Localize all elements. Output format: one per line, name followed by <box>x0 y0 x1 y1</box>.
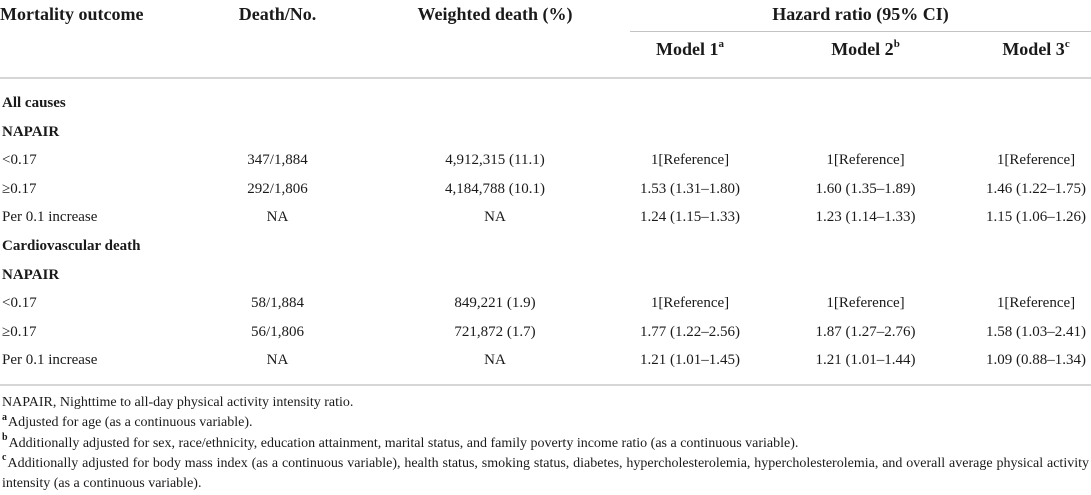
footnote-text: Additionally adjusted for sex, race/ethn… <box>8 435 799 451</box>
table-row: ≥0.17 292/1,806 4,184,788 (10.1) 1.53 (1… <box>0 175 1091 204</box>
cell-death-no: 56/1,806 <box>251 323 304 340</box>
row-label: <0.17 <box>2 152 37 169</box>
table-row: <0.17 58/1,884 849,221 (1.9) 1[Reference… <box>0 289 1091 318</box>
model-1-label: Model 1 <box>656 39 719 59</box>
footnote-marker: b <box>2 431 8 443</box>
col-header-weighted-death: Weighted death (%) <box>417 4 573 24</box>
cell-model-2: 1[Reference] <box>826 152 905 169</box>
table-row-section-all-causes: All causes <box>0 78 1091 118</box>
cell-death-no: NA <box>266 209 289 226</box>
col-header-death-no: Death/No. <box>238 4 317 24</box>
row-label: Per 0.1 increase <box>2 209 98 226</box>
cell-death-no: 292/1,806 <box>247 180 308 197</box>
row-label: ≥0.17 <box>2 323 37 340</box>
row-label: NAPAIR <box>2 266 60 283</box>
cell-weighted-death: 849,221 (1.9) <box>454 295 536 312</box>
cell-death-no: 58/1,884 <box>251 295 304 312</box>
empty-cells <box>195 261 1091 290</box>
table-row-section-napair: NAPAIR <box>0 261 1091 290</box>
table-row: ≥0.17 56/1,806 721,872 (1.7) 1.77 (1.22–… <box>0 318 1091 347</box>
row-label: Per 0.1 increase <box>0 346 195 386</box>
cell-model-1: 1.24 (1.15–1.33) <box>640 209 740 226</box>
header-spacer <box>0 31 630 79</box>
model-2-label: Model 2 <box>831 39 894 59</box>
cell-weighted-death: 4,912,315 (11.1) <box>445 152 545 169</box>
model-1-footnote-marker: a <box>718 38 725 50</box>
footnote-text: Adjusted for age (as a continuous variab… <box>8 415 253 431</box>
footnote-abbreviation: NAPAIR, Nighttime to all-day physical ac… <box>2 393 1089 413</box>
row-label: Cardiovascular death <box>2 237 141 254</box>
cell-model-1: 1.77 (1.22–2.56) <box>640 323 740 340</box>
cell-model-3: 1.09 (0.88–1.34) <box>981 346 1091 386</box>
col-header-mortality-outcome: Mortality outcome <box>0 4 144 24</box>
col-group-header-hazard-ratio: Hazard ratio (95% CI) <box>630 0 1091 32</box>
model-3-footnote-marker: c <box>1064 38 1070 50</box>
model-2-footnote-marker: b <box>893 38 900 50</box>
cell-model-1: 1.53 (1.31–1.80) <box>640 180 740 197</box>
col-header-model-3: Model 3c <box>981 31 1091 79</box>
footnote-marker: c <box>2 452 7 464</box>
table-row: Per 0.1 increase NA NA 1.21 (1.01–1.45) … <box>0 346 1091 386</box>
cell-model-1: 1.21 (1.01–1.45) <box>630 346 750 386</box>
cell-model-3: 1.46 (1.22–1.75) <box>986 180 1087 197</box>
cell-model-3: 1.58 (1.03–2.41) <box>986 323 1087 340</box>
cell-weighted-death: 721,872 (1.7) <box>454 323 536 340</box>
footnote-marker: a <box>2 411 7 423</box>
footnote-a: aAdjusted for age (as a continuous varia… <box>2 411 1089 433</box>
table-body: All causes NAPAIR <0.17 347/1,884 4,912,… <box>0 78 1091 386</box>
cell-model-3: 1[Reference] <box>996 152 1076 169</box>
table-row: <0.17 347/1,884 4,912,315 (11.1) 1[Refer… <box>0 146 1091 175</box>
table-row-section-cardiovascular-death: Cardiovascular death <box>0 232 1091 261</box>
empty-cells <box>195 118 1091 147</box>
cell-model-2: 1.87 (1.27–2.76) <box>815 323 916 340</box>
footnote-c: cAdditionally adjusted for body mass ind… <box>2 452 1089 495</box>
cell-weighted-death: NA <box>484 209 506 226</box>
empty-cells <box>195 232 1091 261</box>
row-label: All causes <box>2 95 66 111</box>
row-label: <0.17 <box>2 295 37 312</box>
model-3-label: Model 3 <box>1002 39 1065 59</box>
footnote-text: Additionally adjusted for body mass inde… <box>2 455 1089 492</box>
mortality-table: Mortality outcome Death/No. Weighted dea… <box>0 0 1091 386</box>
cell-model-2: 1.21 (1.01–1.44) <box>750 346 981 386</box>
cell-model-1: 1[Reference] <box>650 152 730 169</box>
cell-death-no: 347/1,884 <box>247 152 308 169</box>
footnotes-block: NAPAIR, Nighttime to all-day physical ac… <box>0 386 1091 494</box>
cell-model-3: 1.15 (1.06–1.26) <box>986 209 1087 226</box>
cell-death-no: NA <box>195 346 360 386</box>
table-row-section-napair: NAPAIR <box>0 118 1091 147</box>
row-label: NAPAIR <box>2 123 60 140</box>
cell-model-2: 1[Reference] <box>826 295 905 312</box>
header-row-top: Mortality outcome Death/No. Weighted dea… <box>0 0 1091 32</box>
cell-weighted-death: 4,184,788 (10.1) <box>445 180 545 197</box>
col-header-model-2: Model 2b <box>750 31 981 79</box>
table-row: Per 0.1 increase NA NA 1.24 (1.15–1.33) … <box>0 203 1091 232</box>
header-row-models: Model 1a Model 2b Model 3c <box>0 31 1091 79</box>
empty-cells <box>195 78 1091 118</box>
footnote-b: bAdditionally adjusted for sex, race/eth… <box>2 431 1089 454</box>
table-header: Mortality outcome Death/No. Weighted dea… <box>0 0 1091 79</box>
footnote-text: NAPAIR, Nighttime to all-day physical ac… <box>2 394 354 410</box>
cell-weighted-death: NA <box>360 346 630 386</box>
row-label: ≥0.17 <box>2 180 37 197</box>
cell-model-2: 1.23 (1.14–1.33) <box>815 209 916 226</box>
cell-model-1: 1[Reference] <box>650 295 730 312</box>
cell-model-2: 1.60 (1.35–1.89) <box>815 180 916 197</box>
cell-model-3: 1[Reference] <box>996 295 1076 312</box>
col-header-model-1: Model 1a <box>630 31 750 79</box>
